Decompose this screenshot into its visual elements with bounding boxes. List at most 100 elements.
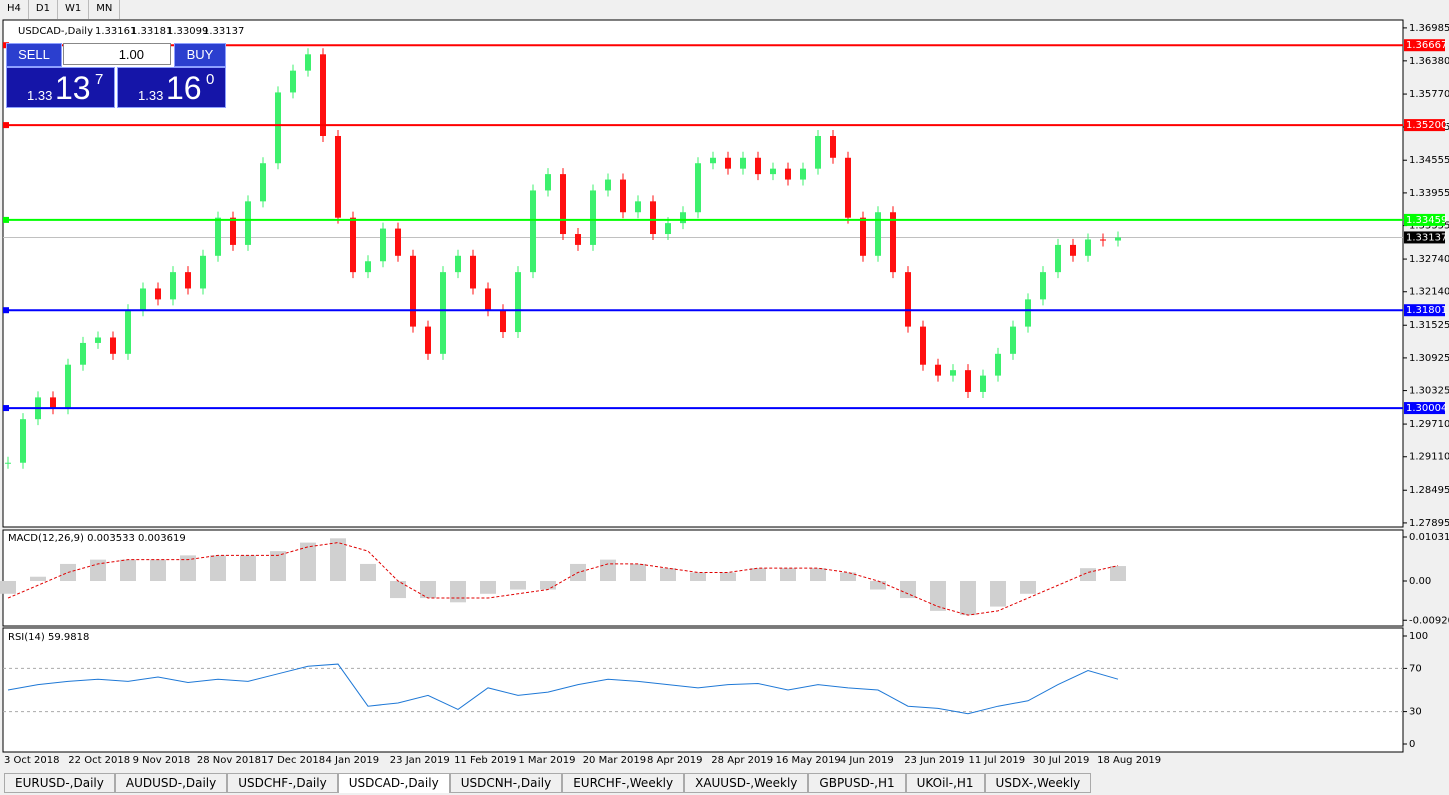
- level-handle: [3, 122, 9, 129]
- candle: [365, 261, 371, 273]
- timeframe-button[interactable]: D1: [29, 0, 58, 19]
- y-tick-label: 1.36380: [1409, 56, 1449, 67]
- candle: [215, 217, 221, 256]
- timeframe-button[interactable]: W1: [58, 0, 90, 19]
- y-tick-label: 1.29710: [1409, 419, 1449, 430]
- candle: [410, 255, 416, 327]
- bid-price[interactable]: 1.33 13 7: [6, 67, 115, 108]
- y-tick-label: 1.34555: [1409, 155, 1449, 166]
- candle: [185, 272, 191, 289]
- x-tick-label: 16 May 2019: [776, 755, 841, 766]
- sell-button[interactable]: SELL: [6, 43, 62, 67]
- candle: [455, 255, 461, 273]
- y-tick-label: 1.33355: [1409, 221, 1449, 232]
- level-label: 1.35200: [1406, 120, 1447, 131]
- ohlc-value: 1.33137: [203, 26, 244, 37]
- chart-tab[interactable]: USDX-,Weekly: [984, 773, 1092, 793]
- candle: [725, 157, 731, 169]
- rsi-tick-label: 30: [1409, 707, 1422, 718]
- symbol-title: USDCAD-,Daily: [18, 26, 93, 37]
- candle: [965, 370, 971, 392]
- candle: [1010, 326, 1016, 354]
- candle: [170, 272, 176, 300]
- ohlc-value: 1.33161: [95, 26, 136, 37]
- macd-tick-label: 0.010311: [1409, 532, 1449, 543]
- candle: [380, 228, 386, 262]
- candle: [155, 288, 161, 300]
- timeframe-button[interactable]: MN: [89, 0, 121, 19]
- x-tick-label: 18 Aug 2019: [1097, 755, 1161, 766]
- y-tick-label: 1.35770: [1409, 89, 1449, 100]
- x-tick-label: 1 Mar 2019: [518, 755, 575, 766]
- rsi-tick-label: 0: [1409, 739, 1415, 750]
- chart-tab[interactable]: USDCHF-,Daily: [227, 773, 338, 793]
- macd-bar: [1110, 566, 1126, 581]
- candle: [245, 201, 251, 245]
- candle: [665, 223, 671, 235]
- candle: [590, 190, 596, 245]
- candle: [680, 212, 686, 224]
- ohlc-value: 1.33181: [131, 26, 172, 37]
- chart-tab[interactable]: GBPUSD-,H1: [808, 773, 906, 793]
- chart-tab[interactable]: UKOil-,H1: [905, 773, 985, 793]
- candle: [140, 288, 146, 311]
- x-tick-label: 17 Dec 2018: [261, 755, 325, 766]
- macd-bar: [600, 559, 616, 581]
- y-tick-label: 1.29110: [1409, 452, 1449, 463]
- level-label: 1.30004: [1406, 403, 1447, 414]
- candle: [950, 370, 956, 376]
- x-tick-label: 11 Feb 2019: [454, 755, 516, 766]
- chart-tab[interactable]: EURCHF-,Weekly: [562, 773, 685, 793]
- ask-price[interactable]: 1.33 16 0: [117, 67, 226, 108]
- rsi-line: [7, 663, 1119, 715]
- macd-bar: [750, 568, 766, 581]
- candle: [350, 217, 356, 273]
- chart-tab[interactable]: USDCNH-,Daily: [449, 773, 563, 793]
- lot-input[interactable]: 1.00: [63, 43, 171, 65]
- x-tick-label: 3 Oct 2018: [4, 755, 59, 766]
- macd-bar: [990, 580, 1006, 607]
- y-tick-label: 1.30925: [1409, 353, 1449, 364]
- current-price-label: 1.33137: [1406, 232, 1447, 243]
- main-panel: [2, 19, 1404, 528]
- macd-bar: [720, 572, 736, 581]
- current-price-box: [1404, 231, 1445, 244]
- chart-tab[interactable]: XAUUSD-,Weekly: [684, 773, 809, 793]
- candle: [1040, 272, 1046, 300]
- macd-bar: [840, 572, 856, 581]
- y-tick-label: 1.30325: [1409, 386, 1449, 397]
- x-tick-label: 8 Apr 2019: [647, 755, 702, 766]
- candle: [1115, 237, 1121, 241]
- macd-tick-label: 0.00: [1409, 576, 1431, 587]
- macd-bar: [480, 580, 496, 594]
- candle: [1055, 244, 1061, 273]
- chart: USDCAD-,Daily MACD(12,26,9) 0.003533 0.0…: [0, 19, 1449, 766]
- level-box: [1404, 213, 1445, 226]
- macd-bar: [120, 559, 136, 581]
- candle: [710, 157, 716, 164]
- macd-bar: [450, 580, 466, 603]
- macd-bar: [0, 580, 16, 594]
- bid-frac: 7: [95, 71, 104, 88]
- level-box: [1404, 39, 1445, 52]
- ohlc-value: 1.33099: [167, 26, 208, 37]
- x-tick-label: 28 Nov 2018: [197, 755, 261, 766]
- candle: [50, 397, 56, 409]
- buy-button[interactable]: BUY: [174, 43, 226, 67]
- macd-bar: [420, 580, 436, 599]
- x-tick-label: 28 Apr 2019: [711, 755, 773, 766]
- chart-tab[interactable]: EURUSD-,Daily: [4, 773, 115, 793]
- timeframe-bar: H4 D1 W1 MN: [0, 0, 121, 19]
- candle: [830, 135, 836, 158]
- macd-bar: [510, 580, 526, 590]
- candle: [290, 70, 296, 93]
- candle: [635, 201, 641, 213]
- candle: [995, 353, 1001, 376]
- timeframe-button[interactable]: H4: [0, 0, 29, 19]
- candle: [620, 179, 626, 213]
- chart-tab[interactable]: AUDUSD-,Daily: [114, 773, 228, 793]
- y-tick-label: 1.32140: [1409, 287, 1449, 298]
- chart-tab[interactable]: USDCAD-,Daily: [337, 773, 450, 793]
- x-tick-label: 22 Oct 2018: [68, 755, 130, 766]
